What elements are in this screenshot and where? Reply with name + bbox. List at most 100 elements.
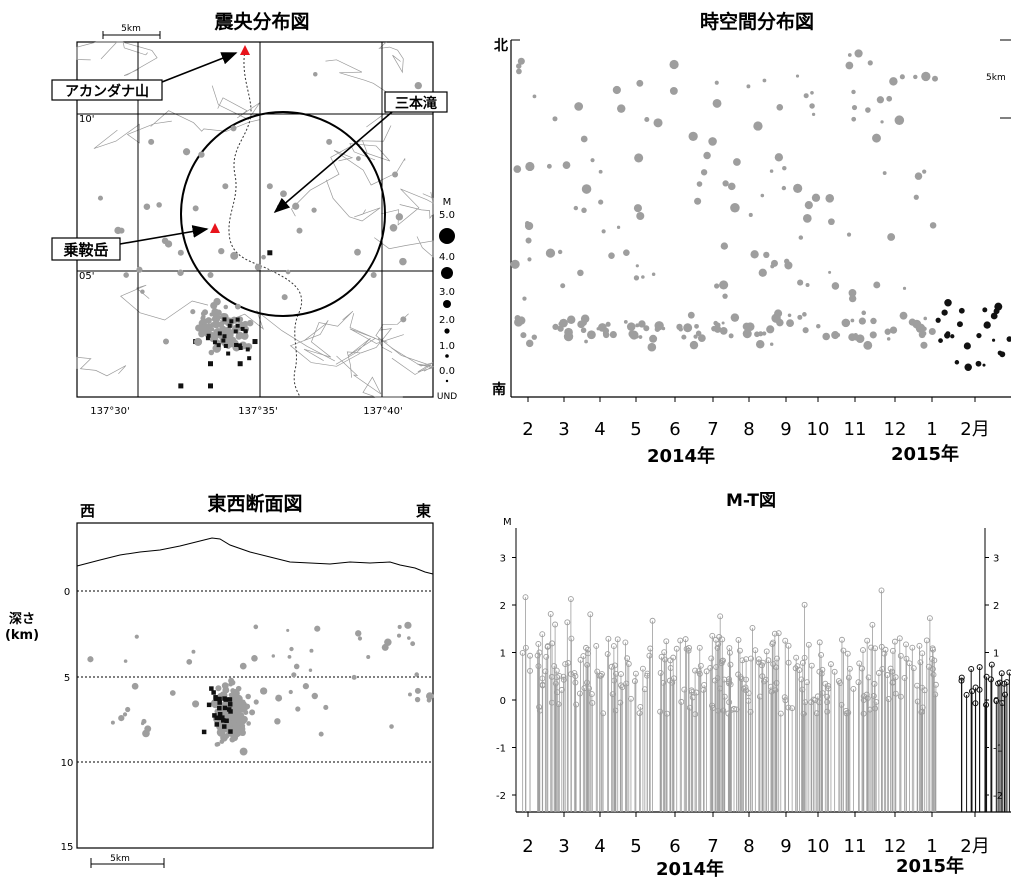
mt-stem-head (896, 635, 903, 642)
hypocenter (308, 668, 313, 672)
spacetime-event (922, 169, 927, 174)
hypocenter (407, 636, 411, 640)
epicenter-dot (219, 320, 225, 327)
epicenter-dot-recent (216, 343, 221, 348)
spacetime-event (629, 330, 639, 340)
hypocenter (245, 693, 251, 700)
mt-y-tick-label: -2 (496, 791, 506, 802)
hypocenter (228, 692, 233, 698)
spacetime-event (851, 116, 857, 122)
spacetime-event (527, 257, 532, 262)
epicenter-dot (234, 303, 241, 310)
spacetime-event (742, 329, 752, 339)
lat-label-05: 05' (79, 271, 94, 282)
hypocenter (410, 641, 416, 647)
spacetime-event-recent (950, 334, 955, 339)
spacetime-event (602, 331, 610, 339)
mt-stem-head (782, 637, 789, 644)
hypocenter (355, 630, 362, 637)
spacetime-event (714, 283, 720, 289)
hypocenter (141, 718, 147, 724)
hypocenter (251, 655, 258, 662)
spacetime-event (708, 137, 717, 146)
mt-stem-head (543, 653, 550, 660)
mt-stem-head (909, 644, 916, 651)
epicenter-dot (313, 72, 318, 77)
mt-stem-head (878, 587, 885, 594)
mt-stem-head (555, 701, 562, 708)
spacetime-event (584, 339, 588, 344)
epicenter-dot-recent (178, 383, 184, 389)
spacetime-event (880, 120, 884, 124)
map-epicenters (97, 72, 422, 389)
mt-stem-head (855, 679, 862, 686)
contour-line (374, 236, 434, 258)
spacetime-event (616, 225, 621, 229)
mt-stem-head (889, 647, 896, 654)
spacetime-event (581, 207, 587, 213)
contour-line (100, 41, 158, 76)
cross-section-hypocenters (87, 621, 434, 756)
spacetime-year-2014: 2014年 (647, 445, 715, 467)
mt-stem-head (611, 662, 618, 669)
mt-stem-head (731, 705, 737, 712)
hypocenter-recent (224, 718, 229, 724)
spacetime-event (516, 68, 522, 75)
spacetime-event (870, 317, 877, 325)
spacetime-event (722, 180, 729, 187)
spacetime-event (688, 131, 698, 141)
spacetime-event (899, 74, 905, 80)
spacetime-month-label: 4 (594, 419, 605, 440)
spacetime-event (848, 333, 857, 342)
mt-stem-head (765, 657, 772, 664)
spacetime-event (872, 133, 881, 143)
mt-stem-head (782, 697, 789, 704)
mt-stem-head (552, 621, 559, 628)
spacetime-event (522, 296, 527, 301)
spacetime-event (587, 330, 596, 340)
mt-stems (519, 587, 1011, 812)
mt-stem-head (585, 646, 591, 653)
mt-stem-head (812, 697, 818, 704)
hypocenter-recent (227, 702, 233, 707)
spacetime-event (899, 311, 908, 320)
spacetime-event (577, 269, 584, 277)
mt-stem-head (709, 632, 716, 639)
spacetime-event (795, 74, 800, 78)
lat-label-10: 10' (79, 114, 94, 125)
epicenter-dot (202, 309, 209, 316)
mt-stem-head (612, 670, 619, 677)
spacetime-event (609, 331, 617, 339)
spacetime-event (601, 229, 606, 234)
hypocenter (214, 742, 220, 747)
spacetime-event (873, 281, 881, 289)
mt-stem-head (707, 665, 714, 671)
epicenter-dot-recent (233, 329, 238, 334)
volcano-triangle-akandana (240, 45, 250, 55)
spacetime-event (869, 331, 877, 339)
spacetime-event (776, 318, 784, 327)
mt-stem-head (871, 680, 878, 687)
spacetime-event (932, 75, 938, 82)
hypocenter-recent (217, 715, 222, 721)
contour-line (375, 313, 432, 375)
mt-stem-head (747, 708, 754, 715)
spacetime-event (580, 135, 588, 143)
mt-stem-head (608, 663, 615, 670)
mt-stem-head (903, 655, 910, 662)
spacetime-event (787, 313, 792, 318)
epicenter-dot (326, 138, 333, 145)
spacetime-event (748, 212, 753, 217)
mt-stem-head (889, 668, 895, 675)
mt-stem-head-recent (988, 661, 995, 668)
mt-stem-head (639, 665, 646, 672)
mt-stem-head (678, 698, 685, 705)
spacetime-year-2015: 2015年 (891, 443, 959, 465)
south-label: 南 (492, 381, 506, 398)
epicenter-dot (218, 248, 225, 255)
epicenter-dot (211, 308, 219, 316)
mt-stem-head (789, 705, 796, 712)
mt-stem-head (536, 704, 543, 710)
legend-label-2: 2.0 (439, 315, 455, 326)
spacetime-event (809, 103, 815, 109)
